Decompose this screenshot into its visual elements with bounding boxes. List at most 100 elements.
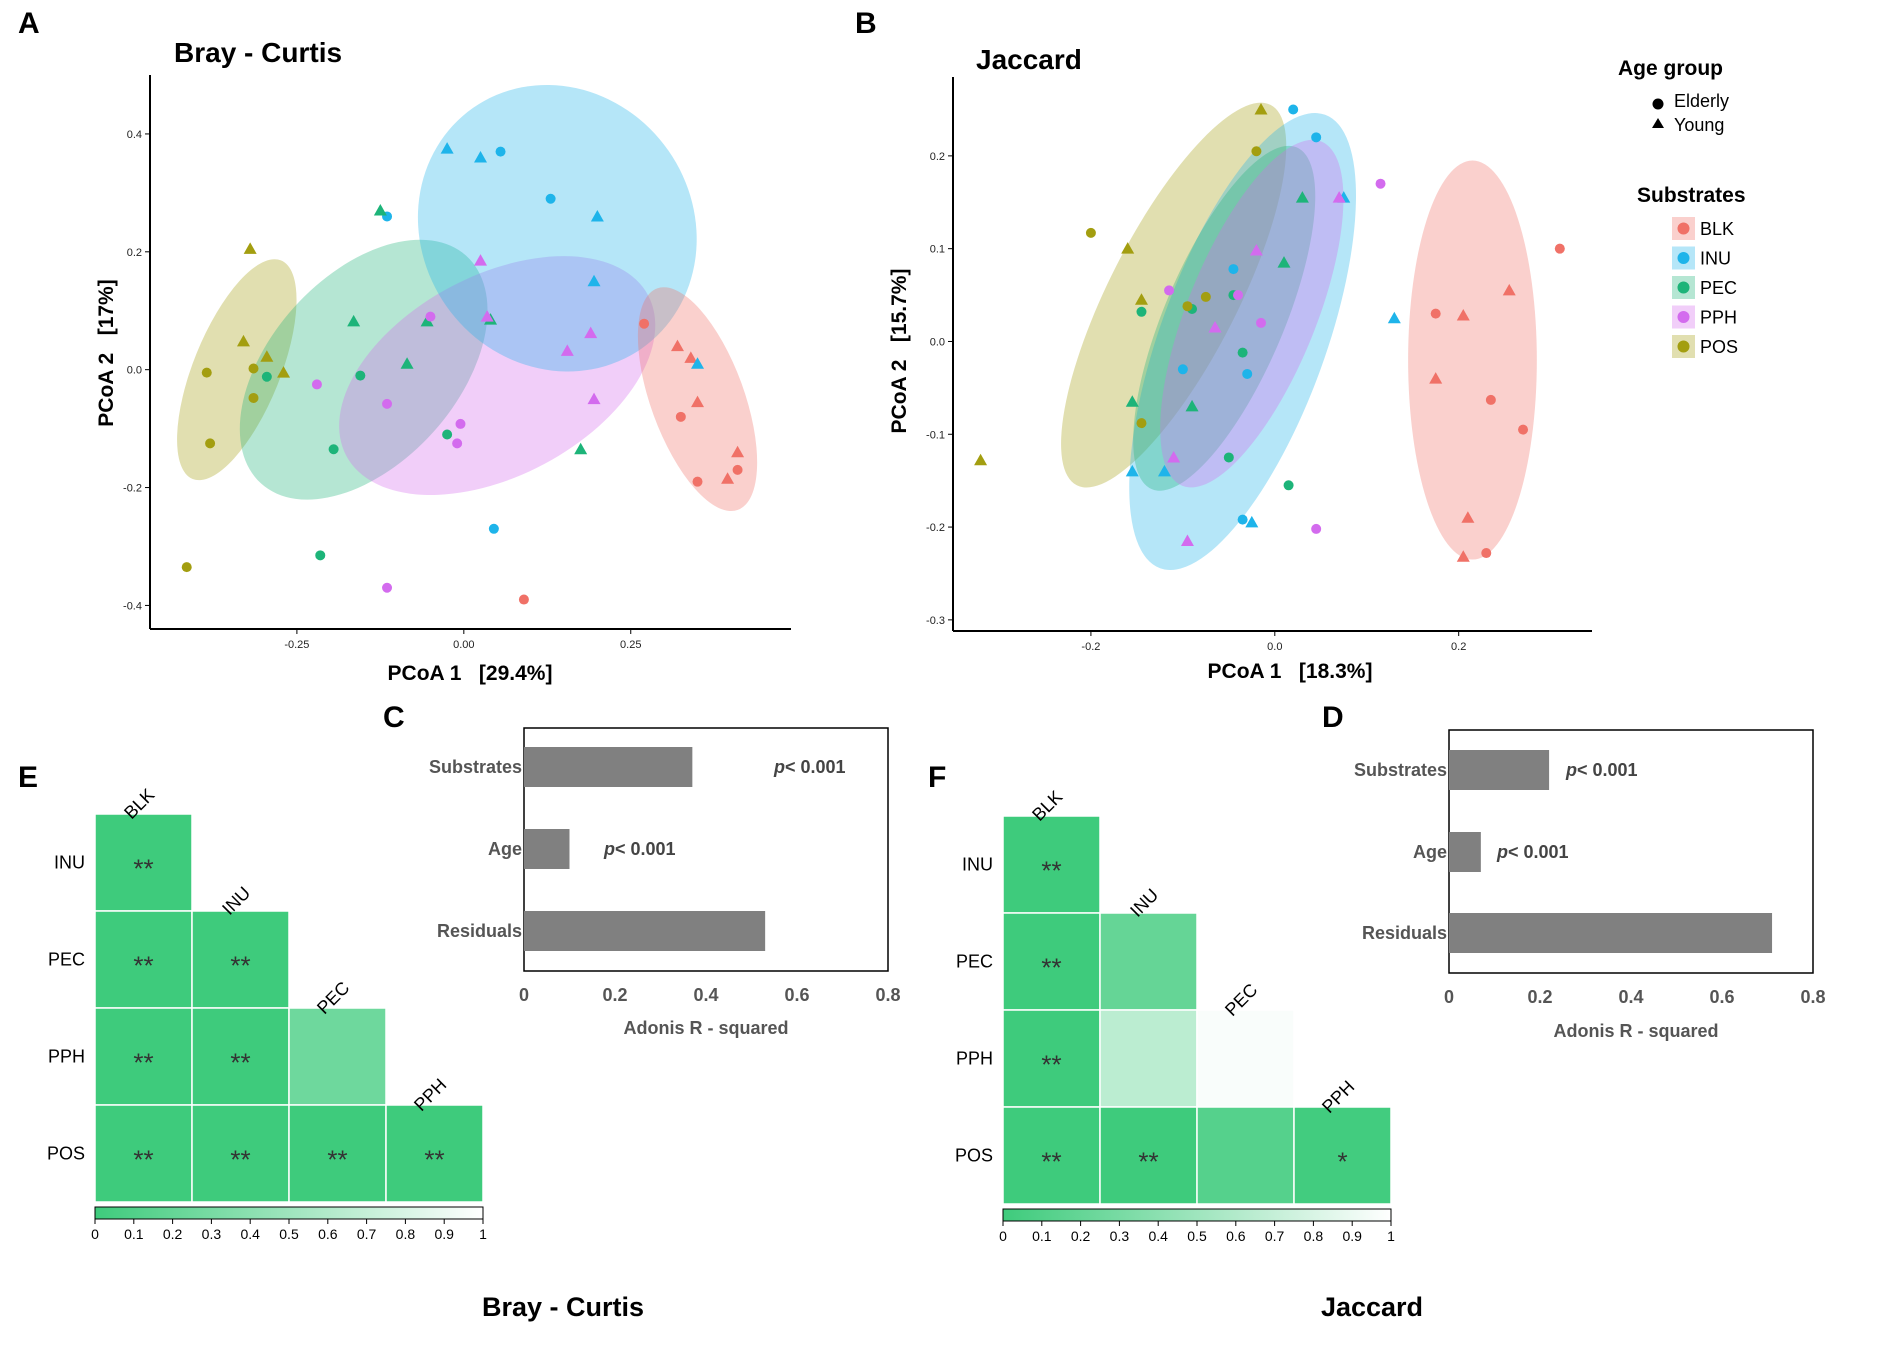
p-value-annotation: p< 0.001 <box>773 757 846 777</box>
point-pos-young <box>260 350 274 362</box>
x-ticks: -0.25 0.00 0.25 <box>284 629 641 651</box>
point-pph-elderly <box>311 379 322 390</box>
point-pec-young <box>347 314 361 327</box>
x-axis-label: Adonis R - squared <box>623 1018 788 1038</box>
point-blk-elderly <box>675 411 686 422</box>
point-pph-young <box>474 254 488 266</box>
category-label: Substrates <box>1354 760 1447 780</box>
legend-pec-marker <box>1677 281 1690 294</box>
heatmap-cell-pos-pph <box>385 1104 484 1203</box>
x-tick-label: 0.4 <box>693 985 718 1005</box>
panel-letter-d: D <box>1322 701 1344 734</box>
colorbar-tick-label: 0.4 <box>1148 1228 1168 1244</box>
ellipse-pph <box>339 256 656 495</box>
pcoa-jaccard-panel: Jaccard -0.2 0.0 0.2 -0.3 -0.2 -0.1 0.0 0.1 0.2… <box>888 44 1592 683</box>
point-pph-elderly <box>1164 285 1175 296</box>
point-pec-young <box>1125 395 1139 407</box>
significance-label: ** <box>1041 1050 1061 1080</box>
y-tick-label: 0.0 <box>127 365 142 377</box>
category-label: Age <box>488 839 522 859</box>
x-axis-label: PCoA 1 [29.4%] <box>388 662 553 685</box>
point-pph-young <box>1332 191 1346 203</box>
point-pec-elderly <box>1136 306 1147 317</box>
point-pph-elderly <box>1375 178 1386 189</box>
category-label: Substrates <box>429 757 522 777</box>
heatmap-cell-pos-blk <box>1002 1106 1101 1205</box>
x-tick-label: 0.6 <box>1709 987 1734 1007</box>
heatmap-cell-pos-blk <box>94 1104 193 1203</box>
point-blk-young <box>1456 308 1470 321</box>
significance-label: ** <box>327 1145 347 1175</box>
legend-elderly-label: Elderly <box>1674 91 1729 111</box>
heatmap-cell-pec-blk <box>94 910 193 1009</box>
y-tick-label: 0.0 <box>930 336 945 348</box>
x-tick-label: -0.25 <box>284 639 309 651</box>
point-pph-young <box>1208 321 1222 333</box>
row-label: PEC <box>48 950 85 970</box>
legend-pos-label: POS <box>1700 337 1738 357</box>
point-pec-elderly <box>1223 452 1234 463</box>
heatmap-cell-pos-inu <box>191 1104 290 1203</box>
colorbar-tick-label: 0.7 <box>1265 1228 1285 1244</box>
colorbar-tick-label: 0.8 <box>1304 1228 1324 1244</box>
legend-young-label: Young <box>1674 115 1724 135</box>
colorbar: 0 0.1 0.2 0.3 0.4 0.5 0.6 0.7 0.8 0.9 1 <box>91 1206 487 1242</box>
category-label: Residuals <box>437 921 522 941</box>
heatmap-title: Jaccard <box>1321 1292 1423 1322</box>
point-blk-elderly <box>732 464 743 475</box>
point-inu-young <box>440 142 454 154</box>
x-tick-label: 0.6 <box>784 985 809 1005</box>
y-tick-label: -0.2 <box>926 522 945 534</box>
point-blk-young <box>684 351 698 363</box>
colorbar-tick-label: 0 <box>999 1228 1007 1244</box>
point-inu-young <box>1125 464 1139 477</box>
point-blk-elderly <box>1518 424 1529 435</box>
x-tick-label: 0.2 <box>602 985 627 1005</box>
point-blk-young <box>1429 372 1443 384</box>
legend-pec-label: PEC <box>1700 278 1737 298</box>
row-label: PEC <box>956 952 993 972</box>
y-tick-label: -0.1 <box>926 429 945 441</box>
point-blk-young <box>670 339 684 352</box>
colorbar-tick-label: 0.3 <box>1110 1228 1130 1244</box>
point-pph-young <box>480 310 494 322</box>
colorbar-tick-label: 0.3 <box>202 1226 222 1242</box>
colorbar-tick-label: 0.5 <box>279 1226 299 1242</box>
x-tick-label: 0.2 <box>1451 641 1466 653</box>
colorbar-tick-label: 0 <box>91 1226 99 1242</box>
point-pos-elderly <box>248 392 259 403</box>
panel-letter-e: E <box>18 761 38 794</box>
chart-title: Bray - Curtis <box>174 37 342 68</box>
heatmap-title: Bray - Curtis <box>482 1292 644 1322</box>
x-tick-label: 0 <box>519 985 529 1005</box>
y-axis-label: PCoA 2 [17%] <box>95 279 118 426</box>
p-value-annotation: p< 0.001 <box>1565 760 1638 780</box>
x-tick-label: -0.2 <box>1081 641 1100 653</box>
x-tick-label: 0.0 <box>1267 641 1282 653</box>
y-tick-label: -0.4 <box>123 600 142 612</box>
point-pos-young <box>236 334 250 347</box>
legend: Age group Elderly Young Substrates BLK IN… <box>1618 57 1746 358</box>
y-tick-label: -0.3 <box>926 615 945 627</box>
category-label: Age <box>1413 842 1447 862</box>
point-pec-young <box>400 357 414 369</box>
x-ticks: 0 0.2 0.4 0.6 0.8 <box>519 985 901 1005</box>
point-pec-elderly <box>1237 347 1248 358</box>
heatmap-cell-pos-pph <box>1293 1106 1392 1205</box>
point-pos-young <box>1121 242 1135 254</box>
point-pph-young <box>1167 450 1181 463</box>
point-pph-elderly <box>1233 290 1244 301</box>
legend-inu-label: INU <box>1700 249 1731 269</box>
colorbar-tick-label: 0.1 <box>1032 1228 1052 1244</box>
y-tick-label: 0.2 <box>127 247 142 259</box>
point-blk-elderly <box>1481 548 1492 559</box>
significance-label: ** <box>230 1048 250 1078</box>
colorbar: 0 0.1 0.2 0.3 0.4 0.5 0.6 0.7 0.8 0.9 1 <box>999 1208 1395 1244</box>
heatmap-cells: INU **PEC ** **PPH ** **POS ** ** ** **BLKINUPECP… <box>47 785 484 1203</box>
point-pos-elderly <box>1200 291 1211 302</box>
point-pec-young <box>1295 191 1309 203</box>
y-ticks: -0.3 -0.2 -0.1 0.0 0.1 0.2 <box>926 151 953 627</box>
